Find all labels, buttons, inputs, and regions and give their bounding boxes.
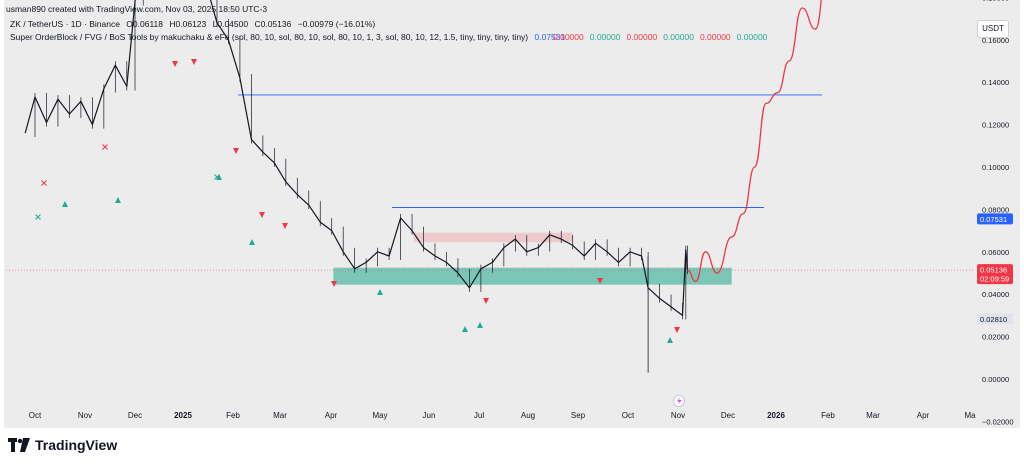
y-tick-label: −0.02000 <box>982 417 1014 426</box>
indicator-value-5: 0.00000 <box>736 32 768 42</box>
indicator-values: 0.00000 0.00000 0.00000 0.00000 0.00000 0.000… <box>553 32 773 42</box>
x-tick-label: Dec <box>128 411 142 420</box>
y-tick-label: 0.14000 <box>982 78 1009 87</box>
signal-up-marker <box>62 201 68 207</box>
projection-path <box>687 0 822 283</box>
bos-cross-marker <box>41 180 47 186</box>
signal-up-marker <box>249 239 255 245</box>
symbol-legend: ZK / TetherUS · 1D · Binance O0.06118 H0… <box>10 19 379 29</box>
bos-cross-marker <box>102 144 108 150</box>
signal-up-marker <box>377 289 383 295</box>
y-tick-label: 0.10000 <box>982 163 1009 172</box>
indicator-value: 0.07531 <box>534 32 566 42</box>
signal-down-marker <box>674 327 680 333</box>
x-tick-label: Jul <box>474 411 484 420</box>
indicator-legend: Super OrderBlock / FVG / BoS Tools by ma… <box>10 32 569 42</box>
x-tick-label: Feb <box>226 411 240 420</box>
countdown-label: 02:09:59 <box>980 275 1009 284</box>
price-tag-bg <box>977 264 1013 285</box>
x-tick-label: Nov <box>78 411 92 420</box>
price-tag-bg <box>977 213 1013 225</box>
order-block-zone-0 <box>333 267 732 285</box>
bos-cross-marker <box>214 174 220 180</box>
signal-down-marker <box>483 298 489 304</box>
signal-down-marker <box>259 212 265 218</box>
signal-up-marker <box>462 326 468 332</box>
price-tag-bg <box>977 313 1013 325</box>
indicator-value-1: 0.00000 <box>589 32 621 42</box>
signal-up-marker <box>115 197 121 203</box>
ohlc-open: O0.06118 <box>126 19 164 29</box>
signal-down-marker <box>233 148 239 154</box>
brand-name: TradingView <box>35 437 118 453</box>
x-tick-label: Jun <box>423 411 436 420</box>
x-tick-label: Apr <box>917 411 930 420</box>
signal-down-marker <box>172 61 178 67</box>
ohlc-high: H0.06123 <box>169 19 207 29</box>
y-tick-label: 0.18000 <box>982 0 1009 2</box>
indicator-value-3: 0.00000 <box>663 32 694 42</box>
y-tick-label: 0.02000 <box>982 333 1009 342</box>
x-tick-label: 2026 <box>767 411 785 420</box>
y-tick-label: 0.00000 <box>982 375 1009 384</box>
signal-up-marker <box>477 322 483 328</box>
y-tick-label: 0.08000 <box>982 205 1009 214</box>
ohlc-low: L0.04500 <box>212 19 249 29</box>
x-tick-label: Feb <box>821 411 835 420</box>
indicator-value-0: 0.00000 <box>553 32 584 42</box>
order-block-zone-1 <box>413 232 573 243</box>
tradingview-brand: TradingView <box>8 437 117 453</box>
x-tick-label: Oct <box>29 411 42 420</box>
price-tag-label: 0.07531 <box>980 215 1007 224</box>
price-tag-label: 0.05136 <box>980 266 1007 275</box>
chart-header: usman890 created with TradingView.com, N… <box>6 4 268 14</box>
ohlc-close: C0.05136 <box>254 19 292 29</box>
y-tick-label: 0.06000 <box>982 248 1009 257</box>
symbol-name[interactable]: ZK / TetherUS · 1D · Binance <box>10 19 120 29</box>
price-tag-label: 0.02810 <box>980 315 1007 324</box>
signal-up-marker <box>667 337 673 343</box>
x-tick-label: Dec <box>721 411 735 420</box>
chart-frame <box>4 0 1020 428</box>
y-tick-label: 0.04000 <box>982 290 1009 299</box>
lightning-icon <box>677 397 682 405</box>
currency-button[interactable]: USDT <box>977 20 1009 38</box>
signal-down-marker <box>282 223 288 229</box>
signal-down-marker <box>191 59 197 65</box>
signal-down-marker <box>597 278 603 284</box>
x-tick-label: Mar <box>273 411 287 420</box>
indicator-name[interactable]: Super OrderBlock / FVG / BoS Tools by ma… <box>10 32 529 42</box>
signal-down-marker <box>331 281 337 287</box>
tradingview-logo-icon <box>8 438 30 452</box>
x-tick-label: Oct <box>622 411 635 420</box>
bos-cross-marker <box>35 214 41 220</box>
x-tick-label: Ma <box>964 411 976 420</box>
indicator-value-4: 0.00000 <box>699 32 731 42</box>
x-tick-label: Apr <box>325 411 338 420</box>
x-tick-label: Mar <box>866 411 880 420</box>
y-tick-label: 0.16000 <box>982 36 1009 45</box>
signal-up-marker <box>216 174 222 180</box>
x-tick-label: Aug <box>521 411 535 420</box>
x-tick-label: May <box>372 411 387 420</box>
x-tick-label: Sep <box>571 411 586 420</box>
x-tick-label: 2025 <box>174 411 192 420</box>
x-tick-label: Nov <box>671 411 685 420</box>
indicator-value-2: 0.00000 <box>626 32 658 42</box>
y-tick-label: 0.12000 <box>982 121 1009 130</box>
ohlc-change: −0.00979 (−16.01%) <box>297 19 376 29</box>
